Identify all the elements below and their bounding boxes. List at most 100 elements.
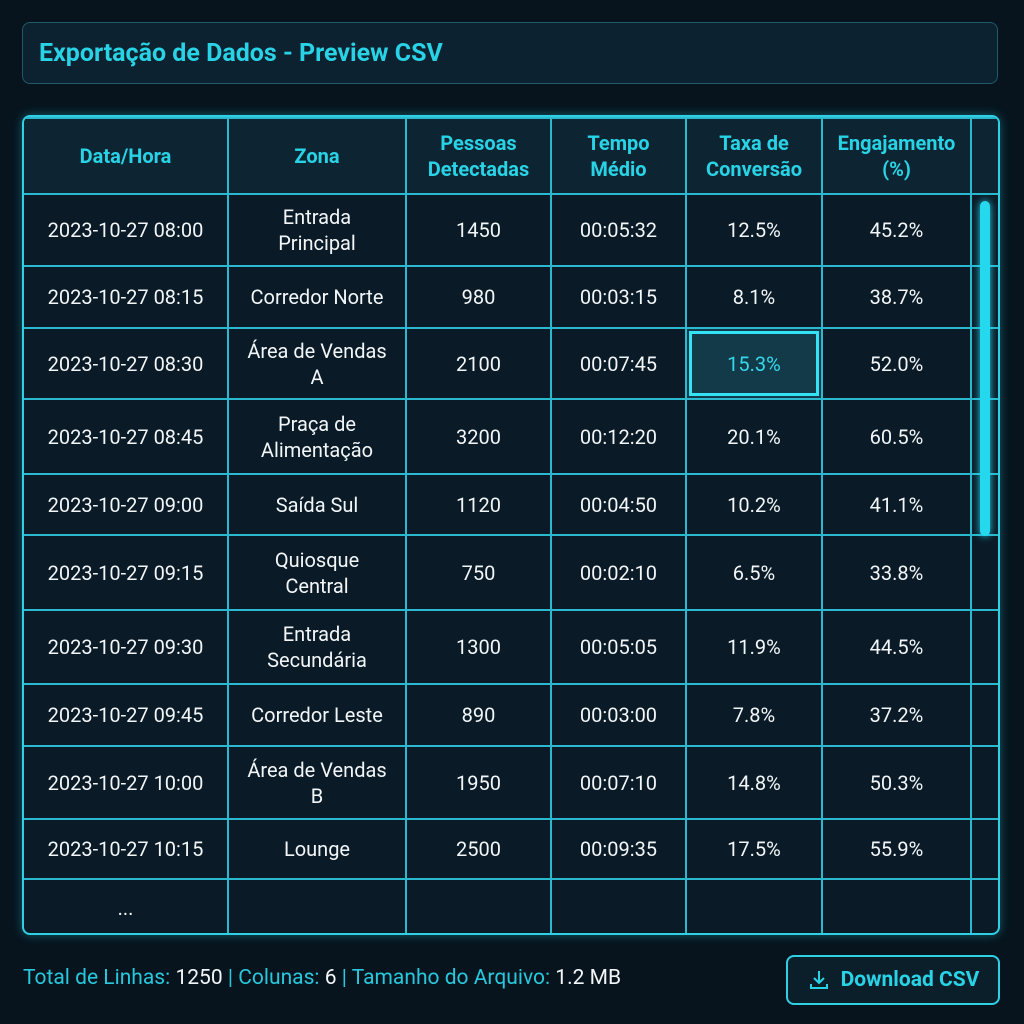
cell: Área de Vendas B <box>227 745 407 820</box>
cell: 10.2% <box>685 473 823 536</box>
footer-value: 6 <box>324 966 337 990</box>
footer-value: 1.2 MB <box>555 966 622 990</box>
cell: 20.1% <box>685 398 823 475</box>
cell: 1120 <box>405 473 552 536</box>
column-header: Data/Hora <box>24 117 229 195</box>
cell: 3200 <box>405 398 552 475</box>
footer-label: Tamanho do Arquivo: <box>351 966 551 990</box>
scroll-header <box>970 117 998 195</box>
cell: 00:02:10 <box>550 534 687 611</box>
cell: 00:03:15 <box>550 265 687 329</box>
cell: 1950 <box>405 745 552 820</box>
footer: Total de Linhas: 1250 | Colunas: 6 | Tam… <box>23 966 621 990</box>
cell: 37.2% <box>821 683 972 747</box>
empty-cell <box>970 878 998 933</box>
empty-cell <box>227 878 407 933</box>
cell: 2023-10-27 08:45 <box>24 398 229 475</box>
ellipsis: ... <box>24 878 229 933</box>
column-header: Zona <box>227 117 407 195</box>
cell: 12.5% <box>685 193 823 267</box>
download-button[interactable]: Download CSV <box>786 955 1000 1005</box>
empty-cell <box>405 878 552 933</box>
footer-label: Total de Linhas: <box>23 966 171 990</box>
row: 2023-10-27 09:30 Entrada Secundária 1300 00… <box>24 609 998 685</box>
row: 2023-10-27 08:45 Praça de Alimentação 3200… <box>24 398 998 475</box>
cell: 6.5% <box>685 534 823 611</box>
row: 2023-10-27 10:00 Área de Vendas B 1950 00:0… <box>24 745 998 820</box>
cell: 2023-10-27 09:30 <box>24 609 229 685</box>
title: Exportação de Dados - Preview CSV <box>39 38 443 68</box>
column-header: Engajamento (%) <box>821 117 972 195</box>
cell: 15.3% <box>685 327 823 400</box>
cell: 750 <box>405 534 552 611</box>
column-header: Taxa de Conversão <box>685 117 823 195</box>
cell: 55.9% <box>821 818 972 880</box>
cell: 2500 <box>405 818 552 880</box>
cell: 00:12:20 <box>550 398 687 475</box>
cell: 980 <box>405 265 552 329</box>
cell: 2023-10-27 09:00 <box>24 473 229 536</box>
cell: Saída Sul <box>227 473 407 536</box>
row: 2023-10-27 08:00 Entrada Principal 1450 00:… <box>24 193 998 267</box>
footer-label: Colunas: <box>238 966 320 990</box>
title-panel: Exportação de Dados - Preview CSV <box>22 22 998 84</box>
row: 2023-10-27 09:00 Saída Sul 1120 00:04:50 10.… <box>24 473 998 536</box>
cell: 00:05:32 <box>550 193 687 267</box>
scroll-cell <box>970 818 998 880</box>
cell: 38.7% <box>821 265 972 329</box>
ellipsis-row: ... <box>24 878 998 933</box>
cell: 11.9% <box>685 609 823 685</box>
cell: 2023-10-27 08:15 <box>24 265 229 329</box>
cell: 2100 <box>405 327 552 400</box>
scroll-cell <box>970 609 998 685</box>
data-table: Data/Hora Zona Pessoas Detectadas Tempo Méd… <box>24 117 998 933</box>
cell: 2023-10-27 08:00 <box>24 193 229 267</box>
cell: 45.2% <box>821 193 972 267</box>
separator: | <box>341 966 347 990</box>
scrollbar[interactable] <box>980 201 990 536</box>
cell: 2023-10-27 09:15 <box>24 534 229 611</box>
cell: 14.8% <box>685 745 823 820</box>
cell: 41.1% <box>821 473 972 536</box>
table-panel: Data/Hora Zona Pessoas Detectadas Tempo Méd… <box>22 115 1000 935</box>
cell: 2023-10-27 10:00 <box>24 745 229 820</box>
row: 2023-10-27 09:15 Quiosque Central 750 00:02… <box>24 534 998 611</box>
download-icon <box>809 971 828 989</box>
cell: 8.1% <box>685 265 823 329</box>
cell: Área de Vendas A <box>227 327 407 400</box>
cell: Corredor Norte <box>227 265 407 329</box>
cell: 1300 <box>405 609 552 685</box>
cell: Lounge <box>227 818 407 880</box>
row: 2023-10-27 10:15 Lounge 2500 00:09:35 17.5% 5… <box>24 818 998 880</box>
row: 2023-10-27 08:15 Corredor Norte 980 00:03:1… <box>24 265 998 329</box>
cell: 890 <box>405 683 552 747</box>
cell: 2023-10-27 09:45 <box>24 683 229 747</box>
cell: 52.0% <box>821 327 972 400</box>
button-label: Download CSV <box>840 968 980 992</box>
row: 2023-10-27 09:45 Corredor Leste 890 00:03:0… <box>24 683 998 747</box>
cell: 50.3% <box>821 745 972 820</box>
cell: Corredor Leste <box>227 683 407 747</box>
cell: Entrada Principal <box>227 193 407 267</box>
empty-cell <box>821 878 972 933</box>
cell: Praça de Alimentação <box>227 398 407 475</box>
cell: 1450 <box>405 193 552 267</box>
cell: 00:07:45 <box>550 327 687 400</box>
header-row: Data/Hora Zona Pessoas Detectadas Tempo Méd… <box>24 117 998 195</box>
cell: 7.8% <box>685 683 823 747</box>
cell: 00:04:50 <box>550 473 687 536</box>
cell: 17.5% <box>685 818 823 880</box>
cell: Quiosque Central <box>227 534 407 611</box>
cell: 2023-10-27 10:15 <box>24 818 229 880</box>
row: 2023-10-27 08:30 Área de Vendas A 2100 00:0… <box>24 327 998 400</box>
column-header: Tempo Médio <box>550 117 687 195</box>
cell: 00:05:05 <box>550 609 687 685</box>
cell: 60.5% <box>821 398 972 475</box>
cell: Entrada Secundária <box>227 609 407 685</box>
cell: 2023-10-27 08:30 <box>24 327 229 400</box>
footer-value: 1250 <box>175 966 223 990</box>
empty-cell <box>685 878 823 933</box>
separator: | <box>227 966 234 990</box>
cell: 00:07:10 <box>550 745 687 820</box>
